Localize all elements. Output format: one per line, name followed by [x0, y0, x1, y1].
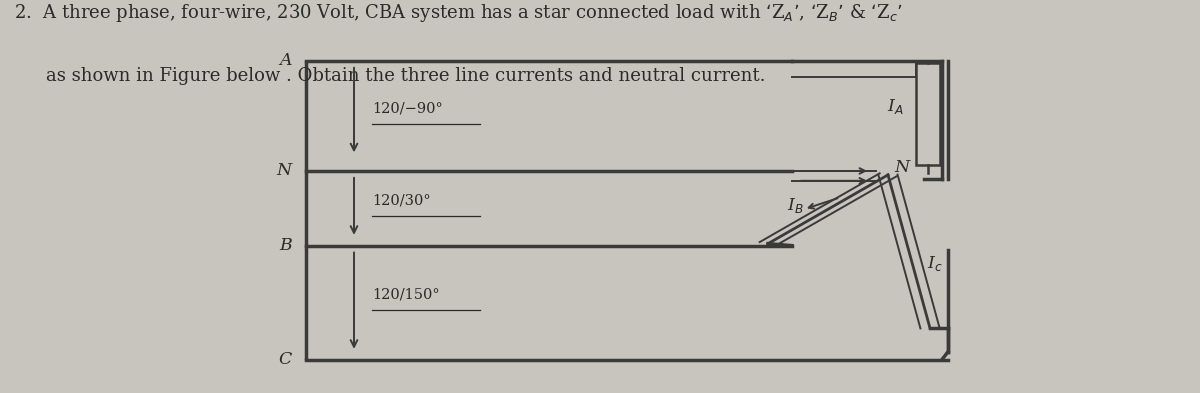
Text: I$_c$: I$_c$ — [928, 254, 943, 273]
Text: B: B — [278, 237, 292, 254]
Text: 120/150°: 120/150° — [372, 288, 439, 302]
Text: N: N — [276, 162, 292, 180]
Text: 120/−90°: 120/−90° — [372, 101, 443, 115]
Text: 2.  A three phase, four-wire, 230 Volt, CBA system has a star connected load wit: 2. A three phase, four-wire, 230 Volt, C… — [14, 2, 904, 24]
Text: I$_B$: I$_B$ — [787, 196, 804, 215]
Text: 120/30°: 120/30° — [372, 193, 431, 208]
Text: A: A — [280, 52, 292, 70]
Text: N: N — [894, 158, 910, 176]
Text: C: C — [278, 351, 292, 368]
Text: as shown in Figure below . Obtain the three line currents and neutral current.: as shown in Figure below . Obtain the th… — [46, 67, 766, 85]
Bar — [916, 63, 940, 165]
Text: I$_A$: I$_A$ — [887, 97, 904, 116]
